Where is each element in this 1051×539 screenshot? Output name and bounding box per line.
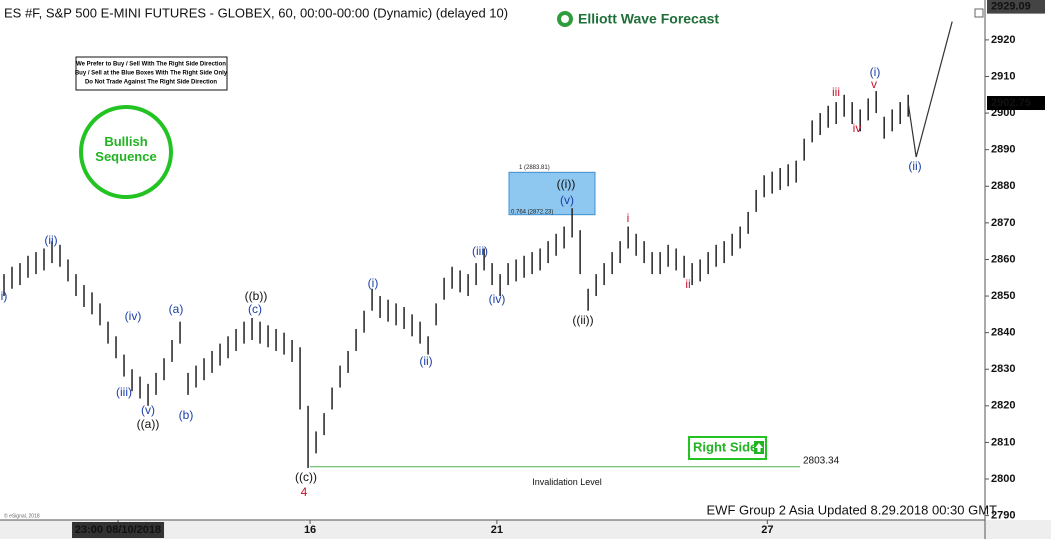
x-tick-highlight [72,522,165,538]
price-label-box [987,96,1045,111]
invalidation-label: Invalidation Level [532,477,602,487]
right-side-box [688,436,767,460]
wave-label: ((b)) [245,289,268,303]
wave-label: (v) [141,403,155,417]
notice-line: Do Not Trade Against The Right Side Dire… [85,80,217,86]
wave-label: i) [1,289,8,303]
y-tick-label: 2880 [991,180,1015,192]
right-side-text: Right Side [693,439,757,454]
invalidation-value: 2803.34 [803,455,840,466]
time-axis-strip [0,520,1051,539]
y-tick-label: 2860 [991,253,1015,265]
y-tick-label: 2820 [991,400,1015,412]
logo: Elliott Wave Forecast [557,11,719,27]
badge-text: Bullish Sequence [95,134,157,164]
wave-label: (ii) [44,233,57,247]
y-tick-label: 2800 [991,473,1015,485]
logo-text: Elliott Wave Forecast [578,11,719,27]
badge: Bullish Sequence [95,134,157,164]
wave-label: ((ii)) [572,313,593,327]
logo-icon-inner [561,15,569,23]
notice-box [75,56,228,91]
wave-label: i [627,211,630,225]
price-label: 2929.09 [991,1,1031,13]
wave-label: iv [853,121,862,135]
wave-label: ((a)) [137,417,160,431]
y-tick-label: 2840 [991,327,1015,339]
copyright: © eSignal, 2018 [4,512,40,519]
wave-label: (c) [248,302,262,316]
y-tick-label: 2910 [991,70,1015,82]
y-tick-label: 2790 [991,510,1015,522]
wave-label: (iii) [472,244,488,258]
wave-label: (ii) [419,354,432,368]
notice-line: We Prefer to Buy / Sell With The Right S… [76,62,226,68]
wave-label: iii [832,85,840,99]
chart-title: ES #F, S&P 500 E-MINI FUTURES - GLOBEX, … [4,5,508,20]
x-tick-label: 27 [761,524,773,536]
wave-label: (v) [560,193,574,207]
wave-label: ((i)) [557,177,576,191]
y-tick-label: 2870 [991,217,1015,229]
wave-label: 4 [301,485,308,499]
wave-label: (iv) [489,292,506,306]
wave-label: (i) [870,65,881,79]
wave-label: ((c)) [295,470,317,484]
y-tick-label: 2830 [991,363,1015,375]
wave-label: (i) [368,276,379,290]
wave-label: (iv) [125,309,142,323]
y-tick-label: 2890 [991,144,1015,156]
projection-line [907,21,953,158]
x-tick-label: 23:00 08/10/2018 [75,524,161,536]
y-tick-label: 2920 [991,34,1015,46]
fib-box [508,171,596,216]
price-label-box [987,0,1045,14]
price-label: 2902.75 [991,97,1031,109]
x-tick-label: 16 [304,524,316,536]
footer: EWF Group 2 Asia Updated 8.29.2018 00:30… [707,502,998,517]
wave-label: v [871,77,877,91]
wave-label: (iii) [116,385,132,399]
x-tick-label: 21 [491,524,503,536]
toolbar-icon[interactable] [974,8,984,18]
y-tick-label: 2850 [991,290,1015,302]
wave-label: ii [685,277,690,291]
right-side-arrow [755,443,763,452]
wave-label: (b) [179,408,194,422]
fib-bottom-label: 0.764 (2872.23) [511,209,553,215]
wave-label: (ii) [908,159,921,173]
fib-top-label: 1 (2883.81) [519,165,550,171]
wave-label: (a) [169,302,184,316]
badge-circle [79,105,173,199]
notice-line: Buy / Sell at the Blue Boxes With The Ri… [75,71,228,77]
y-tick-label: 2810 [991,436,1015,448]
